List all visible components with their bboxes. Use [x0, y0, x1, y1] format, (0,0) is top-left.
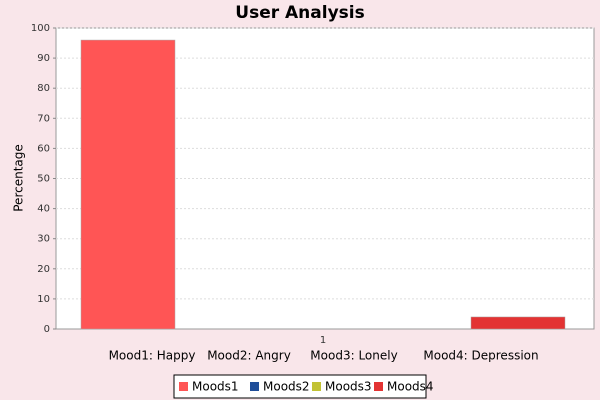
x-tick-label: 1 — [320, 335, 326, 346]
bar — [470, 316, 566, 330]
y-tick-label: 80 — [37, 83, 50, 94]
legend-label: Moods2 — [263, 380, 310, 394]
legend-label: Moods3 — [325, 380, 372, 394]
annotation: Mood4: Depression — [423, 349, 538, 363]
legend-swatch — [179, 382, 188, 391]
chart-title: User Analysis — [235, 3, 364, 23]
legend-swatch — [374, 382, 383, 391]
annotation: Mood3: Lonely — [310, 349, 397, 363]
legend-swatch — [250, 382, 259, 391]
y-axis-label: Percentage — [12, 144, 26, 212]
y-tick-label: 30 — [37, 234, 50, 245]
bar — [80, 39, 176, 330]
y-tick-label: 90 — [37, 53, 50, 64]
y-tick-label: 10 — [37, 294, 50, 305]
annotation: Mood2: Angry — [207, 349, 291, 363]
y-tick-label: 100 — [31, 23, 50, 34]
y-tick-label: 40 — [37, 204, 50, 215]
legend-label: Moods4 — [387, 380, 434, 394]
legend — [173, 374, 427, 399]
y-tick-label: 70 — [37, 113, 50, 124]
y-tick-label: 60 — [37, 143, 50, 154]
y-tick-label: 0 — [44, 324, 50, 335]
legend-swatch — [312, 382, 321, 391]
y-tick-label: 20 — [37, 264, 50, 275]
annotation: Mood1: Happy — [109, 349, 196, 363]
legend-label: Moods1 — [192, 380, 239, 394]
y-tick-label: 50 — [37, 174, 50, 185]
